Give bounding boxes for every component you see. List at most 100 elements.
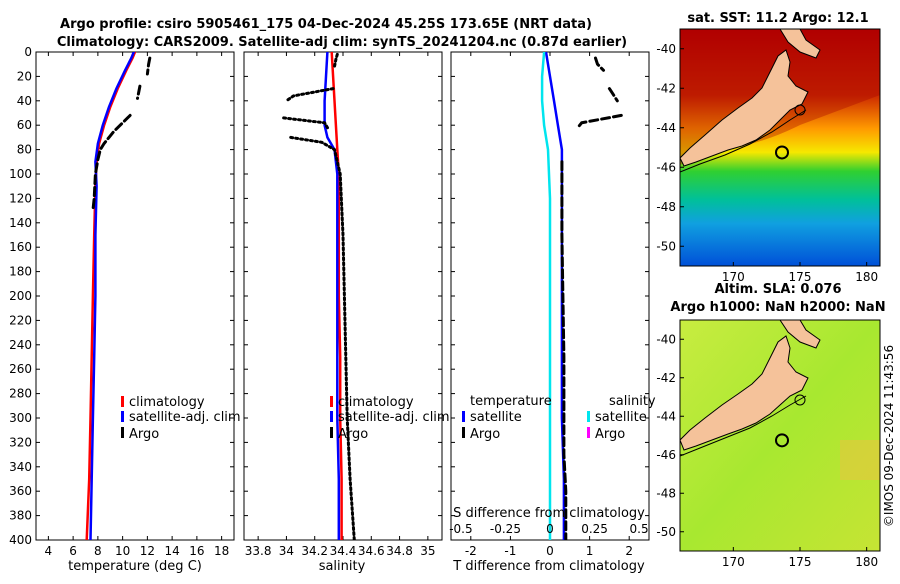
difference-legend: temperature satellite Argo salinity sate… [462,394,656,442]
depth-tick-label: 380 [9,509,32,523]
series-argo [136,84,142,100]
sla-map-lon-ticks: 170 175 180 [722,547,878,569]
lat-tick-label: -50 [656,239,676,253]
legend-salinity-title: salinity [609,394,656,409]
x-tick-label: -1 [504,544,516,558]
sst-map-frame [679,28,881,267]
x-tick-label: 16 [189,544,204,558]
header-line1: Argo profile: csiro 5905461_175 04-Dec-2… [60,17,592,32]
x-tick-label: 2 [625,544,633,558]
lat-tick-label: -40 [656,42,676,56]
depth-tick-label: 0 [24,45,32,59]
x-tick-label: 34 [279,544,294,558]
imos-watermark: ©IMOS 09-Dec-2024 11:43:56 [882,345,896,527]
depth-tick-label: 20 [17,69,32,83]
series-argo [333,52,339,69]
depth-tick-label: 200 [9,289,32,303]
series-t-argo [594,56,605,72]
lat-tick-label: -48 [656,486,676,500]
lon-tick-label: 180 [855,555,878,569]
lon-tick-label: 180 [855,270,878,284]
legend-satellite-swatch [330,411,333,422]
lon-tick-label: 170 [722,270,745,284]
depth-tick-label: 100 [9,167,32,181]
salinity-x-axis: 33.8 34 34.2 34.4 34.6 34.8 35 [245,52,435,558]
lat-tick-label: -46 [656,448,676,462]
legend-argo-label: Argo [338,427,368,442]
sst-isobath [680,109,807,173]
legend-argo-swatch [121,427,124,438]
series-t-argo [607,87,619,103]
salinity-xlabel: salinity [319,559,366,574]
legend-s-satellite-label: satellite [595,410,647,425]
north-island-land [779,320,821,349]
difference-top-xlabel: S difference from climatology [453,506,645,521]
depth-tick-label: 360 [9,484,32,498]
difference-top-ticks: -0.5 -0.25 0 0.25 0.5 [449,522,648,536]
lat-tick-label: -48 [656,200,676,214]
top-tick-label: -0.5 [449,522,472,536]
difference-depth-ticks [451,51,649,541]
legend-s-satellite-swatch [587,411,590,422]
depth-tick-label: 340 [9,460,32,474]
lon-tick-label: 175 [789,270,812,284]
lat-tick-label: -42 [656,371,676,385]
sla-small-island [794,394,806,406]
x-tick-label: 12 [140,544,155,558]
south-island-land [680,49,809,167]
sla-map-lat-ticks: -40 -42 -44 -46 -48 -50 [656,332,684,539]
depth-tick-label: 320 [9,435,32,449]
legend-argo-swatch [330,427,333,438]
legend-temperature-title: temperature [470,394,552,409]
depth-tick-label: 40 [17,94,32,108]
depth-tick-label: 280 [9,387,32,401]
sst-map-lon-ticks: 170 175 180 [722,262,878,284]
legend-satellite-swatch [121,411,124,422]
lat-tick-label: -44 [656,121,676,135]
top-tick-label: 0.25 [581,522,608,536]
legend-satellite-label: satellite-adj. clim [338,410,450,425]
temperature-axes-frame [35,51,235,541]
x-tick-label: 14 [164,544,179,558]
depth-tick-label: 120 [9,191,32,205]
series-argo [282,116,331,132]
sla-argo-location-marker [775,433,789,448]
legend-t-satellite-swatch [462,411,465,422]
legend-t-satellite-label: satellite [470,410,522,425]
sla-isobath [680,395,807,457]
depth-tick-label: 60 [17,118,32,132]
header-line2: Climatology: CARS2009. Satellite-adj cli… [57,35,627,50]
lat-tick-label: -44 [656,409,676,423]
x-tick-label: 6 [69,544,77,558]
sst-map: sat. SST: 11.2 Argo: 12.1 -40-42-44-46-4… [656,11,881,284]
series-satellite-adj-clim [89,52,136,540]
difference-panel: -2 -1 0 1 2 T difference from climatology S … [449,51,656,574]
top-tick-label: 0 [546,522,554,536]
temperature-x-axis: 4 6 8 10 12 14 16 18 [45,52,229,558]
series-t-satellite [544,52,566,540]
legend-t-argo-swatch [462,427,465,438]
depth-tick-label: 220 [9,313,32,327]
lat-tick-label: -40 [656,332,676,346]
depth-tick-label: 180 [9,265,32,279]
depth-tick-label: 400 [9,533,32,547]
depth-tick-label: 160 [9,240,32,254]
salinity-depth-ticks [244,51,442,541]
series-climatology [85,52,137,540]
depth-tick-label: 140 [9,216,32,230]
temperature-xlabel: temperature (deg C) [68,559,202,574]
sst-map-title: sat. SST: 11.2 Argo: 12.1 [687,11,868,26]
x-tick-label: 1 [586,544,594,558]
series-satellite-adj-clim [323,52,341,540]
sst-small-island [794,104,806,116]
salinity-panel: 33.8 34 34.2 34.4 34.6 34.8 35 salinity climat… [243,51,450,574]
sla-map-subtitle: Argo h1000: NaN h2000: NaN [670,300,885,315]
lon-tick-label: 170 [722,555,745,569]
x-tick-label: 18 [214,544,229,558]
x-tick-label: -2 [465,544,477,558]
depth-tick-label: 240 [9,338,32,352]
x-tick-label: 33.8 [245,544,272,558]
temperature-series [85,52,152,540]
sst-map-lat-ticks: -40 -42 -44 -46 -48 -50 [656,42,684,253]
